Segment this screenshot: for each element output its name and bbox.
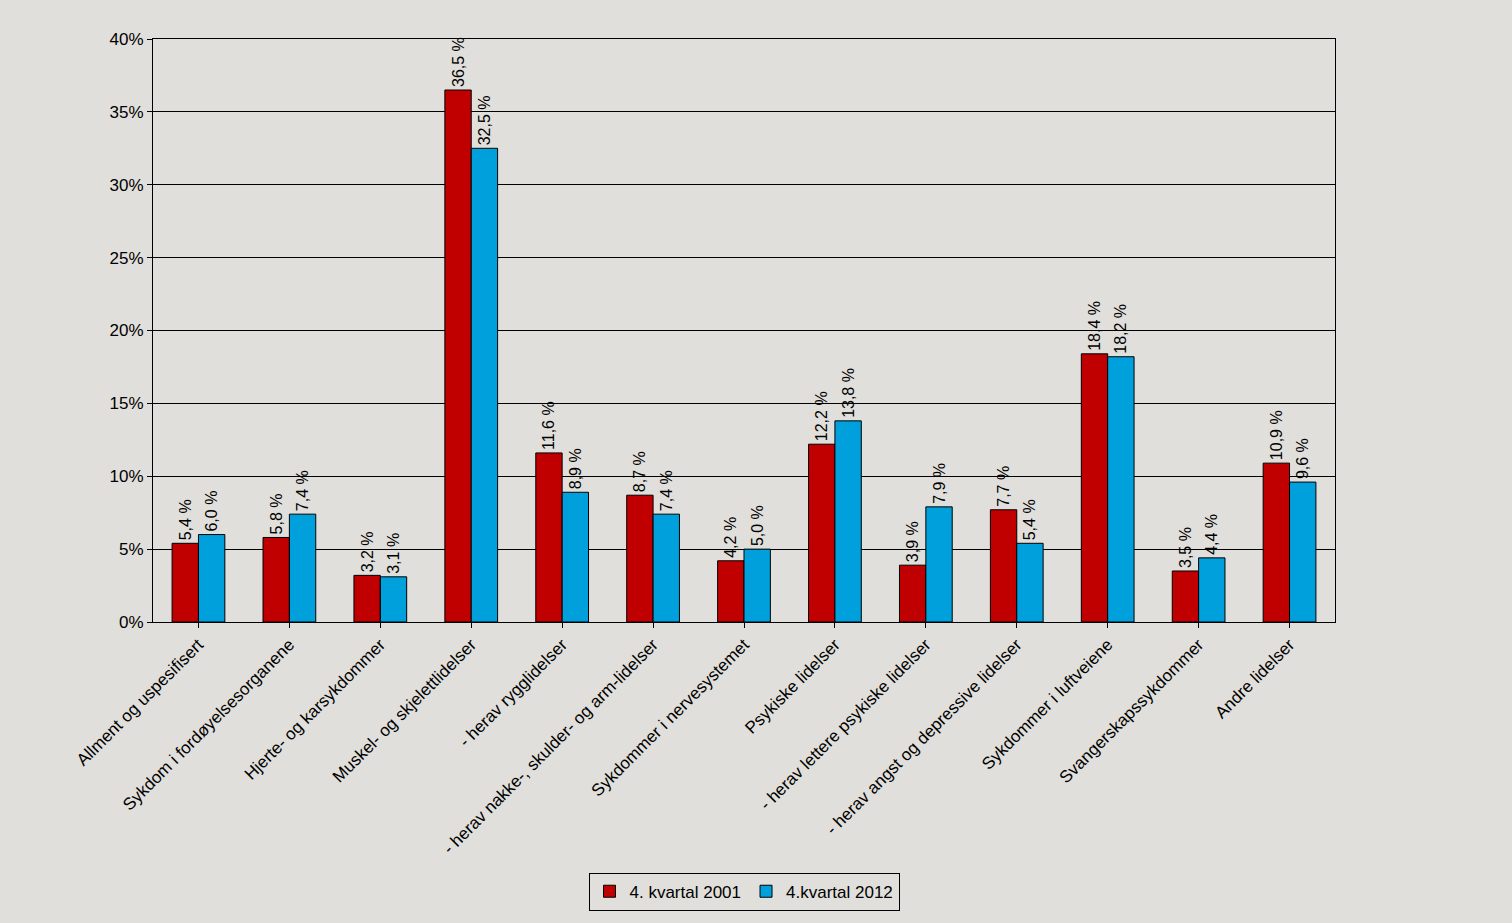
svg-text:36,5 %: 36,5 % [450, 37, 467, 87]
svg-text:3,5 %: 3,5 % [1177, 527, 1194, 568]
svg-text:- herav angst og depressive li: - herav angst og depressive lidelser [822, 635, 1025, 838]
svg-text:- herav lettere psykiske lidel: - herav lettere psykiske lidelser [756, 635, 935, 814]
svg-text:0%: 0% [119, 613, 144, 632]
svg-text:10,9 %: 10,9 % [1268, 410, 1285, 460]
svg-text:35%: 35% [110, 103, 144, 122]
svg-text:18,2 %: 18,2 % [1112, 304, 1129, 354]
svg-text:Psykiske lidelser: Psykiske lidelser [741, 635, 844, 738]
svg-text:5,4 %: 5,4 % [1021, 499, 1038, 540]
svg-text:8,9 %: 8,9 % [567, 448, 584, 489]
svg-text:6,0 %: 6,0 % [203, 491, 220, 532]
svg-text:13,8 %: 13,8 % [840, 368, 857, 418]
svg-text:12,2 %: 12,2 % [813, 391, 830, 441]
svg-text:4,4 %: 4,4 % [1203, 514, 1220, 555]
svg-text:8,7 %: 8,7 % [631, 451, 648, 492]
svg-text:4,2 %: 4,2 % [722, 517, 739, 558]
svg-text:- herav rygglidelser: - herav rygglidelser [455, 635, 571, 751]
svg-text:40%: 40% [110, 30, 144, 49]
svg-text:5,4 %: 5,4 % [177, 499, 194, 540]
svg-text:Andre lidelser: Andre lidelser [1211, 635, 1298, 722]
svg-text:3,1 %: 3,1 % [385, 533, 402, 574]
svg-text:15%: 15% [110, 394, 144, 413]
svg-text:7,9 %: 7,9 % [931, 463, 948, 504]
svg-text:5%: 5% [119, 540, 144, 559]
svg-text:11,6 %: 11,6 % [540, 401, 557, 450]
svg-text:3,2 %: 3,2 % [359, 531, 376, 572]
svg-text:Sykdommer i nervesystemet: Sykdommer i nervesystemet [588, 635, 753, 800]
svg-text:30%: 30% [110, 176, 144, 195]
svg-text:4. kvartal 2001: 4. kvartal 2001 [630, 883, 742, 902]
svg-text:10%: 10% [110, 467, 144, 486]
svg-text:7,4 %: 7,4 % [658, 470, 675, 511]
svg-text:- herav nakke-, skulder- og ar: - herav nakke-, skulder- og arm-lidelser [439, 635, 662, 858]
svg-text:3,9 %: 3,9 % [904, 521, 921, 562]
svg-text:Muskel- og skjelettlidelser: Muskel- og skjelettlidelser [329, 635, 480, 786]
svg-text:20%: 20% [110, 321, 144, 340]
svg-text:25%: 25% [110, 249, 144, 268]
svg-text:18,4 %: 18,4 % [1086, 301, 1103, 351]
svg-text:5,0 %: 5,0 % [749, 505, 766, 546]
svg-text:5,8 %: 5,8 % [268, 494, 285, 535]
svg-text:Hjerte- og karsykdommer: Hjerte- og karsykdommer [241, 635, 390, 784]
svg-text:9,6 %: 9,6 % [1294, 438, 1311, 479]
svg-text:Sykdommer i luftveiene: Sykdommer i luftveiene [978, 635, 1116, 773]
svg-text:Svangerskapssykdommer: Svangerskapssykdommer [1056, 635, 1208, 787]
svg-text:7,4 %: 7,4 % [294, 470, 311, 511]
svg-text:Sykdom i fordøyelsesorganene: Sykdom i fordøyelsesorganene [119, 635, 298, 814]
svg-text:Allment og uspesifisert: Allment og uspesifisert [73, 635, 208, 770]
svg-text:4.kvartal 2012: 4.kvartal 2012 [786, 883, 893, 902]
svg-text:32,5 %: 32,5 % [476, 95, 493, 145]
svg-text:7,7 %: 7,7 % [995, 466, 1012, 507]
